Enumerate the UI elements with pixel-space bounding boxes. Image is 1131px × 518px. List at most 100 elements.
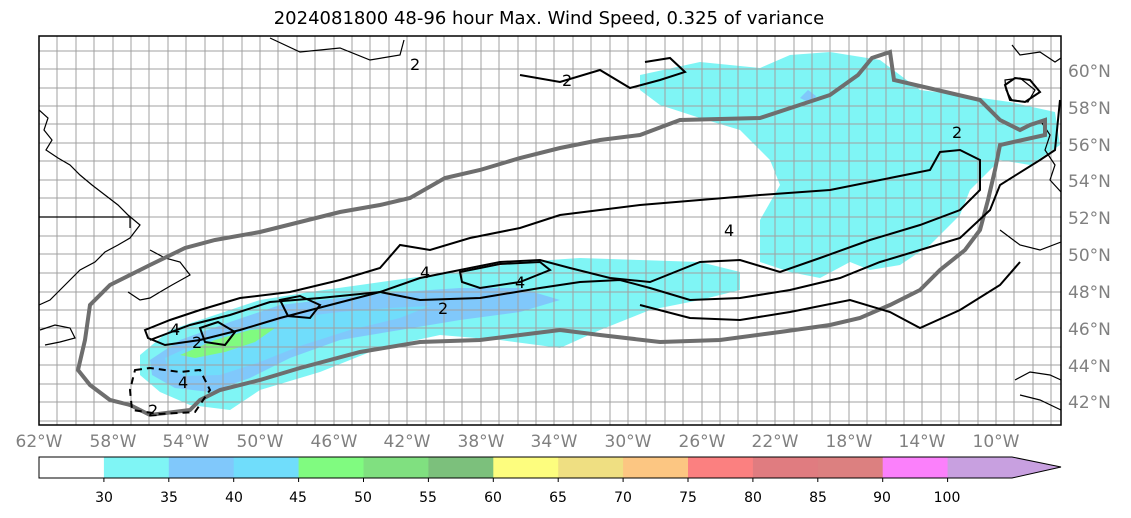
colorbar-swatch — [558, 457, 624, 478]
coast-france — [999, 229, 1061, 251]
lon-label: 62°W — [16, 432, 63, 452]
colorbar-tick-label: 65 — [549, 490, 567, 506]
contour-label: 2 — [192, 333, 202, 352]
colorbar-swatch — [752, 457, 819, 478]
colorbar-tick-label: 50 — [354, 490, 372, 506]
colorbar-swatch — [428, 457, 494, 478]
colorbar-tick-label: 60 — [484, 490, 502, 506]
coast-cape-breton — [39, 324, 76, 346]
map-frame — [38, 35, 1062, 426]
colorbar-tick-labels: 30 35 40 45 50 55 60 65 70 75 80 85 90 1… — [95, 490, 960, 506]
colorbar-tick-label: 90 — [873, 490, 891, 506]
lon-label: 26°W — [679, 432, 726, 452]
variance-contours — [128, 56, 1061, 416]
lat-label: 48°N — [1068, 283, 1111, 303]
colorbar-swatch — [493, 457, 559, 478]
latitude-axis: 60°N 58°N 56°N 54°N 52°N 50°N 48°N 46°N … — [1068, 62, 1111, 413]
lon-label: 14°W — [899, 432, 946, 452]
coast-greenland-tip — [269, 37, 405, 61]
contour-4-inner — [458, 260, 552, 290]
lon-label: 22°W — [752, 432, 799, 452]
contour-label: 4 — [724, 221, 734, 240]
contour-label: 2 — [562, 71, 572, 90]
contour-label: 2 — [952, 123, 962, 142]
lat-label: 50°N — [1068, 246, 1111, 266]
contour-2-south — [639, 261, 1021, 330]
contour-dashed — [128, 366, 212, 416]
colorbar-swatch — [103, 457, 170, 478]
colorbar-swatch — [39, 457, 105, 478]
colorbar-tick-label: 30 — [95, 490, 113, 506]
graticule — [39, 36, 1061, 425]
shade-30-north — [640, 52, 1060, 278]
contour-2-main — [149, 99, 1061, 341]
lat-label: 60°N — [1068, 62, 1111, 82]
coastlines — [39, 37, 1061, 411]
coast-quebec-border — [39, 216, 131, 228]
shade-35 — [150, 288, 560, 392]
coast-britain — [1039, 119, 1061, 193]
lat-label: 42°N — [1068, 393, 1111, 413]
colorbar-ticks — [103, 478, 949, 482]
colorbar-tick-label: 40 — [225, 490, 243, 506]
lon-label: 34°W — [531, 432, 578, 452]
contour-label: 2 — [148, 401, 158, 420]
contour-2-upper — [519, 56, 687, 90]
lat-label: 52°N — [1068, 209, 1111, 229]
contour-iceland-loop — [1003, 76, 1042, 104]
coast-newfoundland-labrador — [39, 109, 141, 306]
colorbar-swatch — [233, 457, 300, 478]
colorbar-tick-label: 70 — [614, 490, 632, 506]
lon-label: 42°W — [384, 432, 431, 452]
colorbar-swatch — [623, 457, 689, 478]
colorbar-outline — [38, 456, 1062, 479]
lat-label: 46°N — [1068, 320, 1111, 340]
contour-small-loop — [278, 294, 322, 320]
colorbar-swatch — [688, 457, 754, 478]
lon-label: 50°W — [237, 432, 284, 452]
colorbar-swatch — [882, 457, 949, 478]
map-title: 2024081800 48-96 hour Max. Wind Speed, 0… — [273, 8, 825, 29]
lon-label: 18°W — [826, 432, 873, 452]
colorbar-tick-label: 35 — [160, 490, 178, 506]
colorbar: 30 35 40 45 50 55 60 65 70 75 80 85 90 1… — [38, 456, 1062, 506]
colorbar-tick-label: 80 — [744, 490, 762, 506]
contour-small-loop-2 — [198, 320, 237, 347]
contour-label: 4 — [178, 373, 188, 392]
contour-4-outer — [143, 148, 981, 347]
contour-label: 2 — [410, 55, 420, 74]
colorbar-tick-label: 100 — [934, 490, 961, 506]
map-panel: 2 2 2 4 4 4 4 2 2 4 2 — [39, 36, 1061, 425]
contour-label: 4 — [420, 263, 430, 282]
colorbar-swatch — [298, 457, 364, 478]
contour-label-group: 2 2 2 4 4 4 4 2 2 4 2 — [148, 55, 962, 420]
coast-iberia — [1014, 371, 1061, 411]
colorbar-tick-label: 75 — [679, 490, 697, 506]
longitude-axis: 62°W 58°W 54°W 50°W 46°W 42°W 38°W 34°W … — [16, 432, 1020, 452]
lon-label: 10°W — [973, 432, 1020, 452]
coast-iceland — [1011, 44, 1061, 63]
lon-label: 38°W — [458, 432, 505, 452]
colorbar-swatch — [363, 457, 429, 478]
lon-label: 46°W — [311, 432, 358, 452]
coast-nova-scotia — [127, 249, 191, 301]
lat-label: 54°N — [1068, 172, 1111, 192]
colorbar-swatch — [168, 457, 235, 478]
contour-label: 2 — [438, 299, 448, 318]
colorbar-tick-label: 85 — [809, 490, 827, 506]
lat-label: 44°N — [1068, 357, 1111, 377]
lon-label: 58°W — [90, 432, 137, 452]
colorbar-swatch — [817, 457, 884, 478]
contour-label: 4 — [170, 320, 180, 339]
contour-label: 4 — [515, 273, 525, 292]
colorbar-swatch — [947, 457, 1061, 478]
colorbar-tick-label: 55 — [419, 490, 437, 506]
colorbar-tick-label: 45 — [289, 490, 307, 506]
lat-label: 56°N — [1068, 136, 1111, 156]
lat-label: 58°N — [1068, 99, 1111, 119]
domain-boundary — [75, 49, 1047, 418]
colorbar-swatches — [39, 457, 1061, 478]
lon-label: 30°W — [605, 432, 652, 452]
lon-label: 54°W — [163, 432, 210, 452]
